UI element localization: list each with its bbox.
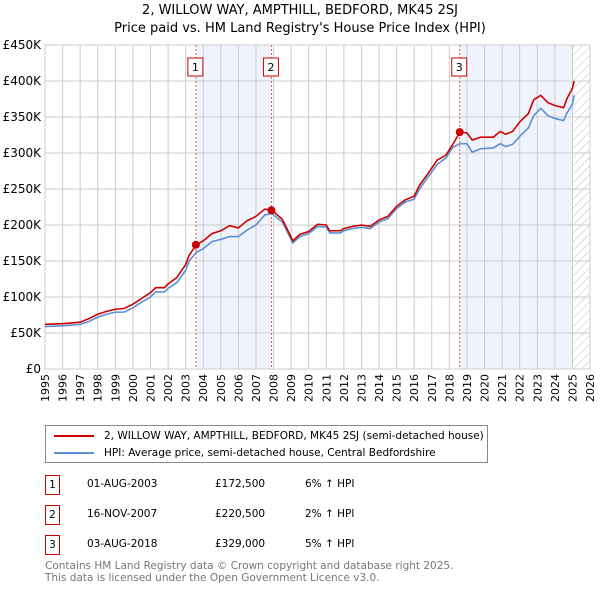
plot-border — [44, 44, 591, 370]
price-paid-line — [44, 80, 575, 326]
legend: 2, WILLOW WAY, AMPTHILL, BEDFORD, MK45 2… — [45, 425, 488, 463]
chart-title: 2, WILLOW WAY, AMPTHILL, BEDFORD, MK45 2… — [142, 3, 458, 18]
y-tick-label: £350K — [3, 110, 43, 124]
y-tick-label: £450K — [3, 38, 43, 52]
sale-row: 1 01-AUG-2003 £172,500 6% ↑ HPI — [45, 475, 495, 495]
x-tick-label: 2021 — [496, 374, 509, 402]
sale-label: 1 — [192, 61, 199, 74]
sale-date: 01-AUG-2003 — [87, 478, 158, 490]
y-tick-label: £50K — [10, 326, 42, 340]
shaded-ownership-period — [459, 45, 573, 369]
sale-label-box — [262, 57, 279, 77]
x-tick-label: 2020 — [479, 374, 492, 402]
sale-marker-number: 1 — [45, 475, 60, 495]
hpi-line — [44, 95, 575, 328]
x-tick-label: 1997 — [74, 374, 87, 402]
x-tick-label: 2012 — [338, 374, 351, 402]
x-tick-label: 2017 — [426, 374, 439, 402]
x-tick-label: 1995 — [39, 374, 52, 402]
sale-row: 2 16-NOV-2007 £220,500 2% ↑ HPI — [45, 505, 495, 525]
sale-hpi-diff: 6% ↑ HPI — [305, 478, 355, 490]
x-tick-label: 2010 — [303, 374, 316, 402]
x-tick-label: 2007 — [250, 374, 263, 402]
x-tick-label: 2015 — [391, 374, 404, 402]
sale-point — [191, 240, 200, 249]
sale-label-box — [187, 57, 204, 77]
y-tick-label: £150K — [3, 254, 43, 268]
chart-subtitle: Price paid vs. HM Land Registry's House … — [114, 21, 486, 36]
hatched-future-region — [572, 45, 590, 369]
x-tick-label: 2024 — [549, 374, 562, 402]
x-tick-label: 2025 — [566, 374, 579, 402]
x-tick-label: 1999 — [109, 374, 122, 402]
legend-item-price: 2, WILLOW WAY, AMPTHILL, BEDFORD, MK45 2… — [54, 430, 484, 442]
sale-price: £329,000 — [215, 538, 266, 550]
x-tick-label: 2009 — [285, 374, 298, 402]
x-tick-label: 2018 — [443, 374, 456, 402]
sale-hpi-diff: 5% ↑ HPI — [305, 538, 355, 550]
sale-point — [267, 206, 276, 215]
sale-label: 2 — [267, 61, 274, 74]
x-tick-label: 2014 — [373, 374, 386, 402]
sale-row: 3 03-AUG-2018 £329,000 5% ↑ HPI — [45, 535, 495, 555]
y-tick-label: £400K — [3, 74, 43, 88]
y-tick-label: £200K — [3, 218, 43, 232]
sale-price: £172,500 — [215, 478, 266, 490]
sale-hpi-diff: 2% ↑ HPI — [305, 508, 355, 520]
x-tick-label: 2023 — [531, 374, 544, 402]
y-tick-label: £250K — [3, 182, 43, 196]
x-tick-label: 2019 — [461, 374, 474, 402]
x-tick-label: 2011 — [320, 374, 333, 402]
x-tick-label: 1998 — [92, 374, 105, 402]
x-tick-label: 1996 — [57, 374, 70, 402]
sale-label-box — [451, 57, 468, 77]
sale-marker-number: 3 — [45, 535, 60, 555]
legend-item-hpi: HPI: Average price, semi-detached house,… — [54, 447, 436, 459]
sale-date: 16-NOV-2007 — [87, 508, 158, 520]
footer-line-2: This data is licensed under the Open Gov… — [45, 572, 380, 584]
sale-point — [455, 128, 464, 137]
x-tick-label: 2003 — [180, 374, 193, 402]
x-tick-label: 2001 — [144, 374, 157, 402]
sale-price: £220,500 — [215, 508, 266, 520]
legend-label: HPI: Average price, semi-detached house,… — [104, 447, 436, 459]
sale-marker-number: 2 — [45, 505, 60, 525]
footer-line-1: Contains HM Land Registry data © Crown c… — [45, 560, 454, 572]
x-tick-label: 2000 — [127, 374, 140, 402]
x-tick-label: 2016 — [408, 374, 421, 402]
legend-label: 2, WILLOW WAY, AMPTHILL, BEDFORD, MK45 2… — [104, 430, 484, 442]
x-tick-label: 2008 — [268, 374, 281, 402]
sale-date: 03-AUG-2018 — [87, 538, 158, 550]
shaded-ownership-period — [195, 45, 272, 369]
x-tick-label: 2022 — [514, 374, 527, 402]
x-tick-label: 2002 — [162, 374, 175, 402]
y-tick-label: £100K — [3, 290, 43, 304]
plot-area: 1995 1996 1997 1998 1999 2000 2001 2002 2003 2004… — [3, 38, 597, 402]
sale-label: 3 — [456, 61, 463, 74]
x-tick-label: 2026 — [584, 374, 597, 402]
legend-blue-line — [54, 452, 94, 454]
x-tick-label: 2006 — [232, 374, 245, 402]
y-tick-label: £0 — [26, 362, 41, 376]
x-tick-label: 2004 — [197, 374, 210, 402]
x-tick-label: 2013 — [355, 374, 368, 402]
x-tick-label: 2005 — [215, 374, 228, 402]
y-tick-label: £300K — [3, 146, 43, 160]
legend-red-line — [54, 435, 94, 437]
